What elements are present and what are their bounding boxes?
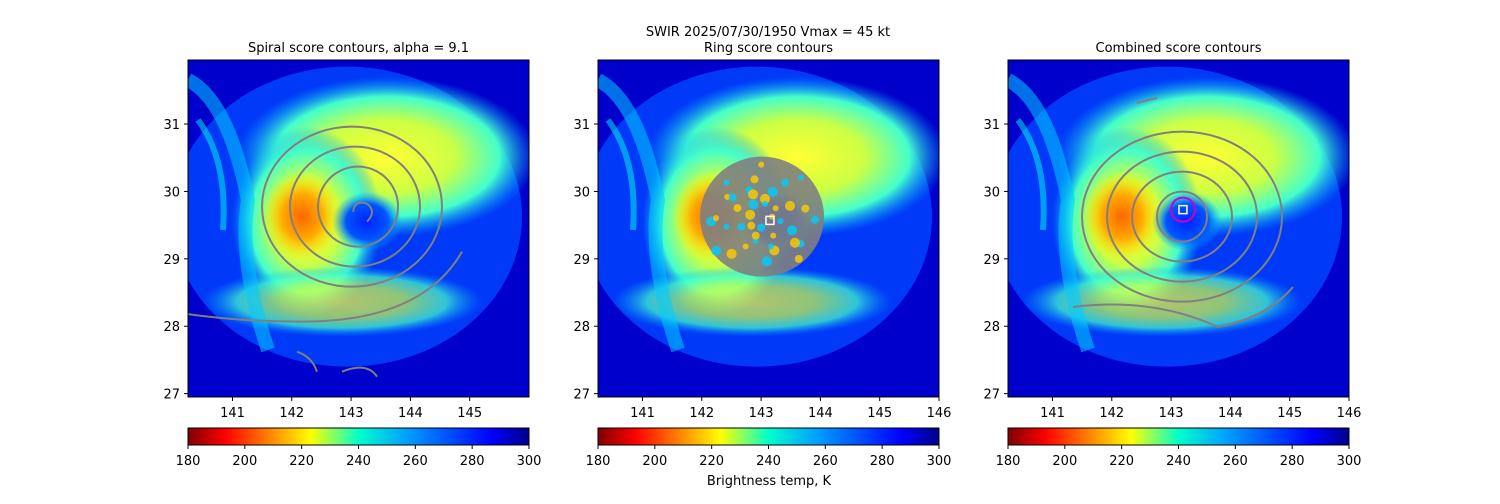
- spiral-contour: [261, 125, 444, 288]
- colorbar-tick-label: 280: [870, 454, 895, 469]
- x-tick-label: 145: [457, 406, 482, 421]
- colorbar-tick-label: 220: [289, 454, 314, 469]
- axes-frame: [597, 59, 940, 398]
- x-tick-label: 142: [279, 406, 304, 421]
- spiral-contour: [296, 350, 318, 372]
- combined-contour: [1081, 130, 1284, 303]
- colorbar: 180 200 220 240 260 280 300: [176, 427, 542, 469]
- colorbar-tick-label: 280: [1280, 454, 1305, 469]
- y-tick-label: 27: [983, 388, 1000, 403]
- x-tick-label: 144: [1218, 406, 1243, 421]
- x-tick-label: 141: [220, 406, 245, 421]
- y-tick-label: 30: [983, 185, 1000, 200]
- brightness-temp-image: [1008, 60, 1349, 397]
- x-tick-label: 142: [1099, 406, 1124, 421]
- center-marker: [1178, 204, 1188, 215]
- x-tick-label: 142: [689, 406, 714, 421]
- ring-score-blob: [700, 156, 825, 277]
- panel-3: Combined score contours 141 142 143 144 145 14…: [983, 41, 1361, 469]
- colorbar-tick-label: 240: [1166, 454, 1191, 469]
- x-tick-label: 141: [1040, 406, 1065, 421]
- colorbar-tick-label: 300: [1337, 454, 1362, 469]
- y-tick-label: 30: [573, 185, 590, 200]
- colorbar-tick-label: 280: [460, 454, 485, 469]
- colorbar-tick-label: 300: [927, 454, 952, 469]
- colorbar-tick-label: 260: [403, 454, 428, 469]
- combined-contour: [1156, 190, 1209, 243]
- x-tick-label: 146: [1337, 406, 1362, 421]
- colorbar: 180 200 220 240 260 280 300: [586, 427, 952, 469]
- x-tick-label: 144: [398, 406, 423, 421]
- contour-overlay: [1072, 97, 1294, 329]
- panel-title: Combined score contours: [1096, 41, 1262, 56]
- contour-overlay: [700, 156, 825, 277]
- center-marker: [765, 215, 775, 226]
- x-tick-label: 146: [927, 406, 952, 421]
- brightness-temp-image: [188, 60, 529, 397]
- panel-title: Ring score contours: [704, 41, 833, 56]
- colorbar-tick-label: 300: [517, 454, 542, 469]
- colorbar-tick-label: 220: [1109, 454, 1134, 469]
- colorbar-tick-label: 220: [699, 454, 724, 469]
- y-tick-label: 31: [163, 118, 180, 133]
- x-tick-label: 143: [1159, 406, 1184, 421]
- combined-contour: [1136, 97, 1158, 104]
- x-tick-label: 145: [867, 406, 892, 421]
- combined-contour: [1072, 286, 1294, 329]
- panel-2: Ring score contours 141 142 143 144 145 146 27 2…: [573, 41, 951, 469]
- colorbar-tick-label: 260: [1223, 454, 1248, 469]
- combined-contour: [1131, 170, 1234, 263]
- x-tick-label: 143: [339, 406, 364, 421]
- x-tick-label: 144: [808, 406, 833, 421]
- spiral-contour: [341, 366, 378, 378]
- spiral-contour: [188, 251, 463, 323]
- colorbar-label: Brightness temp, K: [707, 474, 832, 489]
- y-tick-label: 29: [163, 253, 180, 268]
- x-tick-label: 143: [749, 406, 774, 421]
- spiral-contour: [289, 145, 422, 268]
- colorbar-tick-label: 200: [642, 454, 667, 469]
- suptitle: SWIR 2025/07/30/1950 Vmax = 45 kt: [646, 25, 890, 40]
- combined-contour: [1106, 150, 1259, 283]
- panel-1: Spiral score contours, alpha = 9.1 141 142…: [163, 41, 541, 469]
- y-tick-label: 31: [573, 118, 590, 133]
- x-tick-label: 141: [630, 406, 655, 421]
- colorbar-tick-label: 180: [586, 454, 611, 469]
- center-circle: [1169, 196, 1196, 223]
- panel-title: Spiral score contours, alpha = 9.1: [248, 41, 469, 56]
- y-tick-label: 27: [163, 388, 180, 403]
- y-tick-label: 29: [573, 253, 590, 268]
- colorbar: 180 200 220 240 260 280 300: [996, 427, 1362, 469]
- y-tick-label: 28: [983, 320, 1000, 335]
- colorbar-tick-label: 180: [176, 454, 201, 469]
- axes-frame: [1007, 59, 1350, 398]
- colorbar-tick-label: 240: [346, 454, 371, 469]
- axes-frame: [187, 59, 530, 398]
- x-tick-label: 145: [1277, 406, 1302, 421]
- y-tick-label: 27: [573, 388, 590, 403]
- colorbar-tick-label: 240: [756, 454, 781, 469]
- spiral-contour: [352, 201, 374, 223]
- y-tick-label: 29: [983, 253, 1000, 268]
- colorbar-tick-label: 180: [996, 454, 1021, 469]
- contour-overlay: [188, 125, 463, 378]
- y-tick-label: 28: [163, 320, 180, 335]
- spiral-contour: [317, 165, 400, 248]
- y-tick-label: 28: [573, 320, 590, 335]
- y-tick-label: 31: [983, 118, 1000, 133]
- colorbar-tick-label: 200: [232, 454, 257, 469]
- colorbar-tick-label: 260: [813, 454, 838, 469]
- colorbar-tick-label: 200: [1052, 454, 1077, 469]
- y-tick-label: 30: [163, 185, 180, 200]
